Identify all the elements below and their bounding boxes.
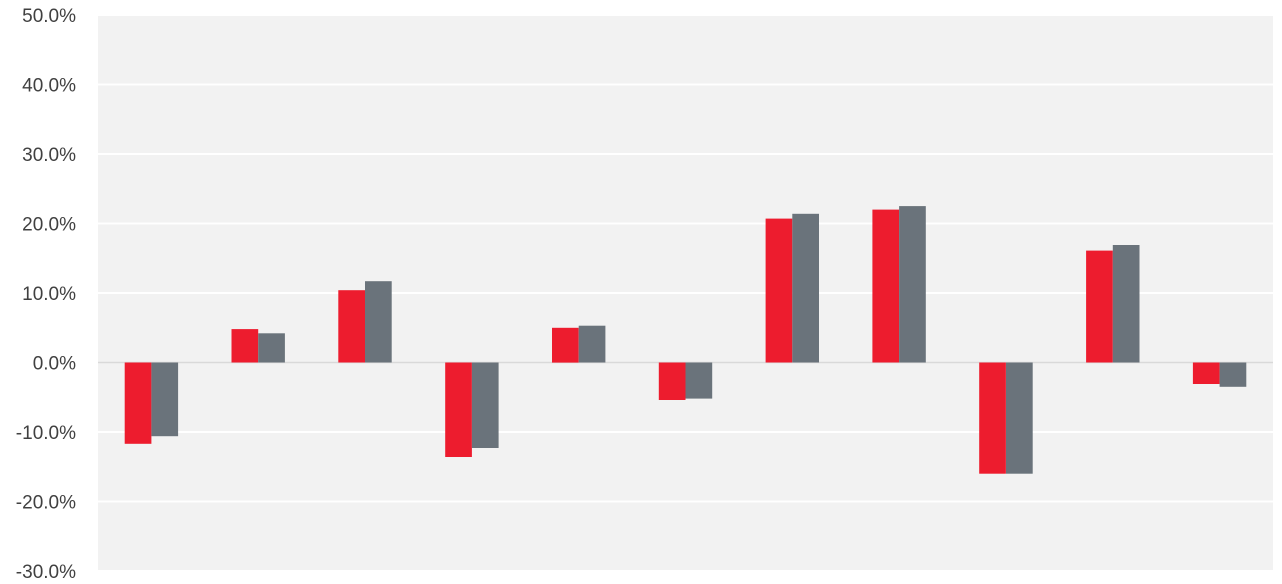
bar-series-2 [899,206,926,363]
y-tick-label: -30.0% [16,562,76,583]
bar-series-2 [578,325,606,363]
bar-series-1 [445,362,472,457]
bar-series-1 [765,218,793,363]
bars-group [124,206,1247,474]
y-tick-label: -20.0% [16,493,76,514]
y-tick-label: 0.0% [33,354,76,375]
bar-series-1 [1086,250,1113,363]
bar-series-1 [1192,362,1220,384]
y-tick-label: 10.0% [22,284,76,305]
bar-series-2 [365,281,392,363]
bar-series-2 [258,333,285,363]
bar-series-2 [685,362,713,399]
y-tick-label: 20.0% [22,215,76,236]
bar-series-2 [1006,362,1033,474]
bar-series-1 [338,290,365,363]
y-tick-label: -10.0% [16,423,76,444]
bar-series-2 [1112,245,1140,363]
gridlines [98,14,1273,572]
bar-series-2 [151,362,179,437]
bar-series-2 [792,213,819,363]
bar-series-2 [471,362,499,448]
bar-series-1 [872,209,900,363]
bar-series-1 [658,362,686,400]
y-axis-tick-labels: 50.0% 40.0% 30.0% 20.0% 10.0% 0.0% -10.0% -20.0… [16,6,76,583]
bar-series-1 [552,327,579,363]
bar-series-1 [124,362,152,444]
bar-series-1 [979,362,1006,474]
y-tick-label: 30.0% [22,145,76,166]
bar-series-1 [231,329,259,363]
y-tick-label: 40.0% [22,76,76,97]
bar-series-2 [1219,362,1247,387]
y-tick-label: 50.0% [22,6,76,27]
